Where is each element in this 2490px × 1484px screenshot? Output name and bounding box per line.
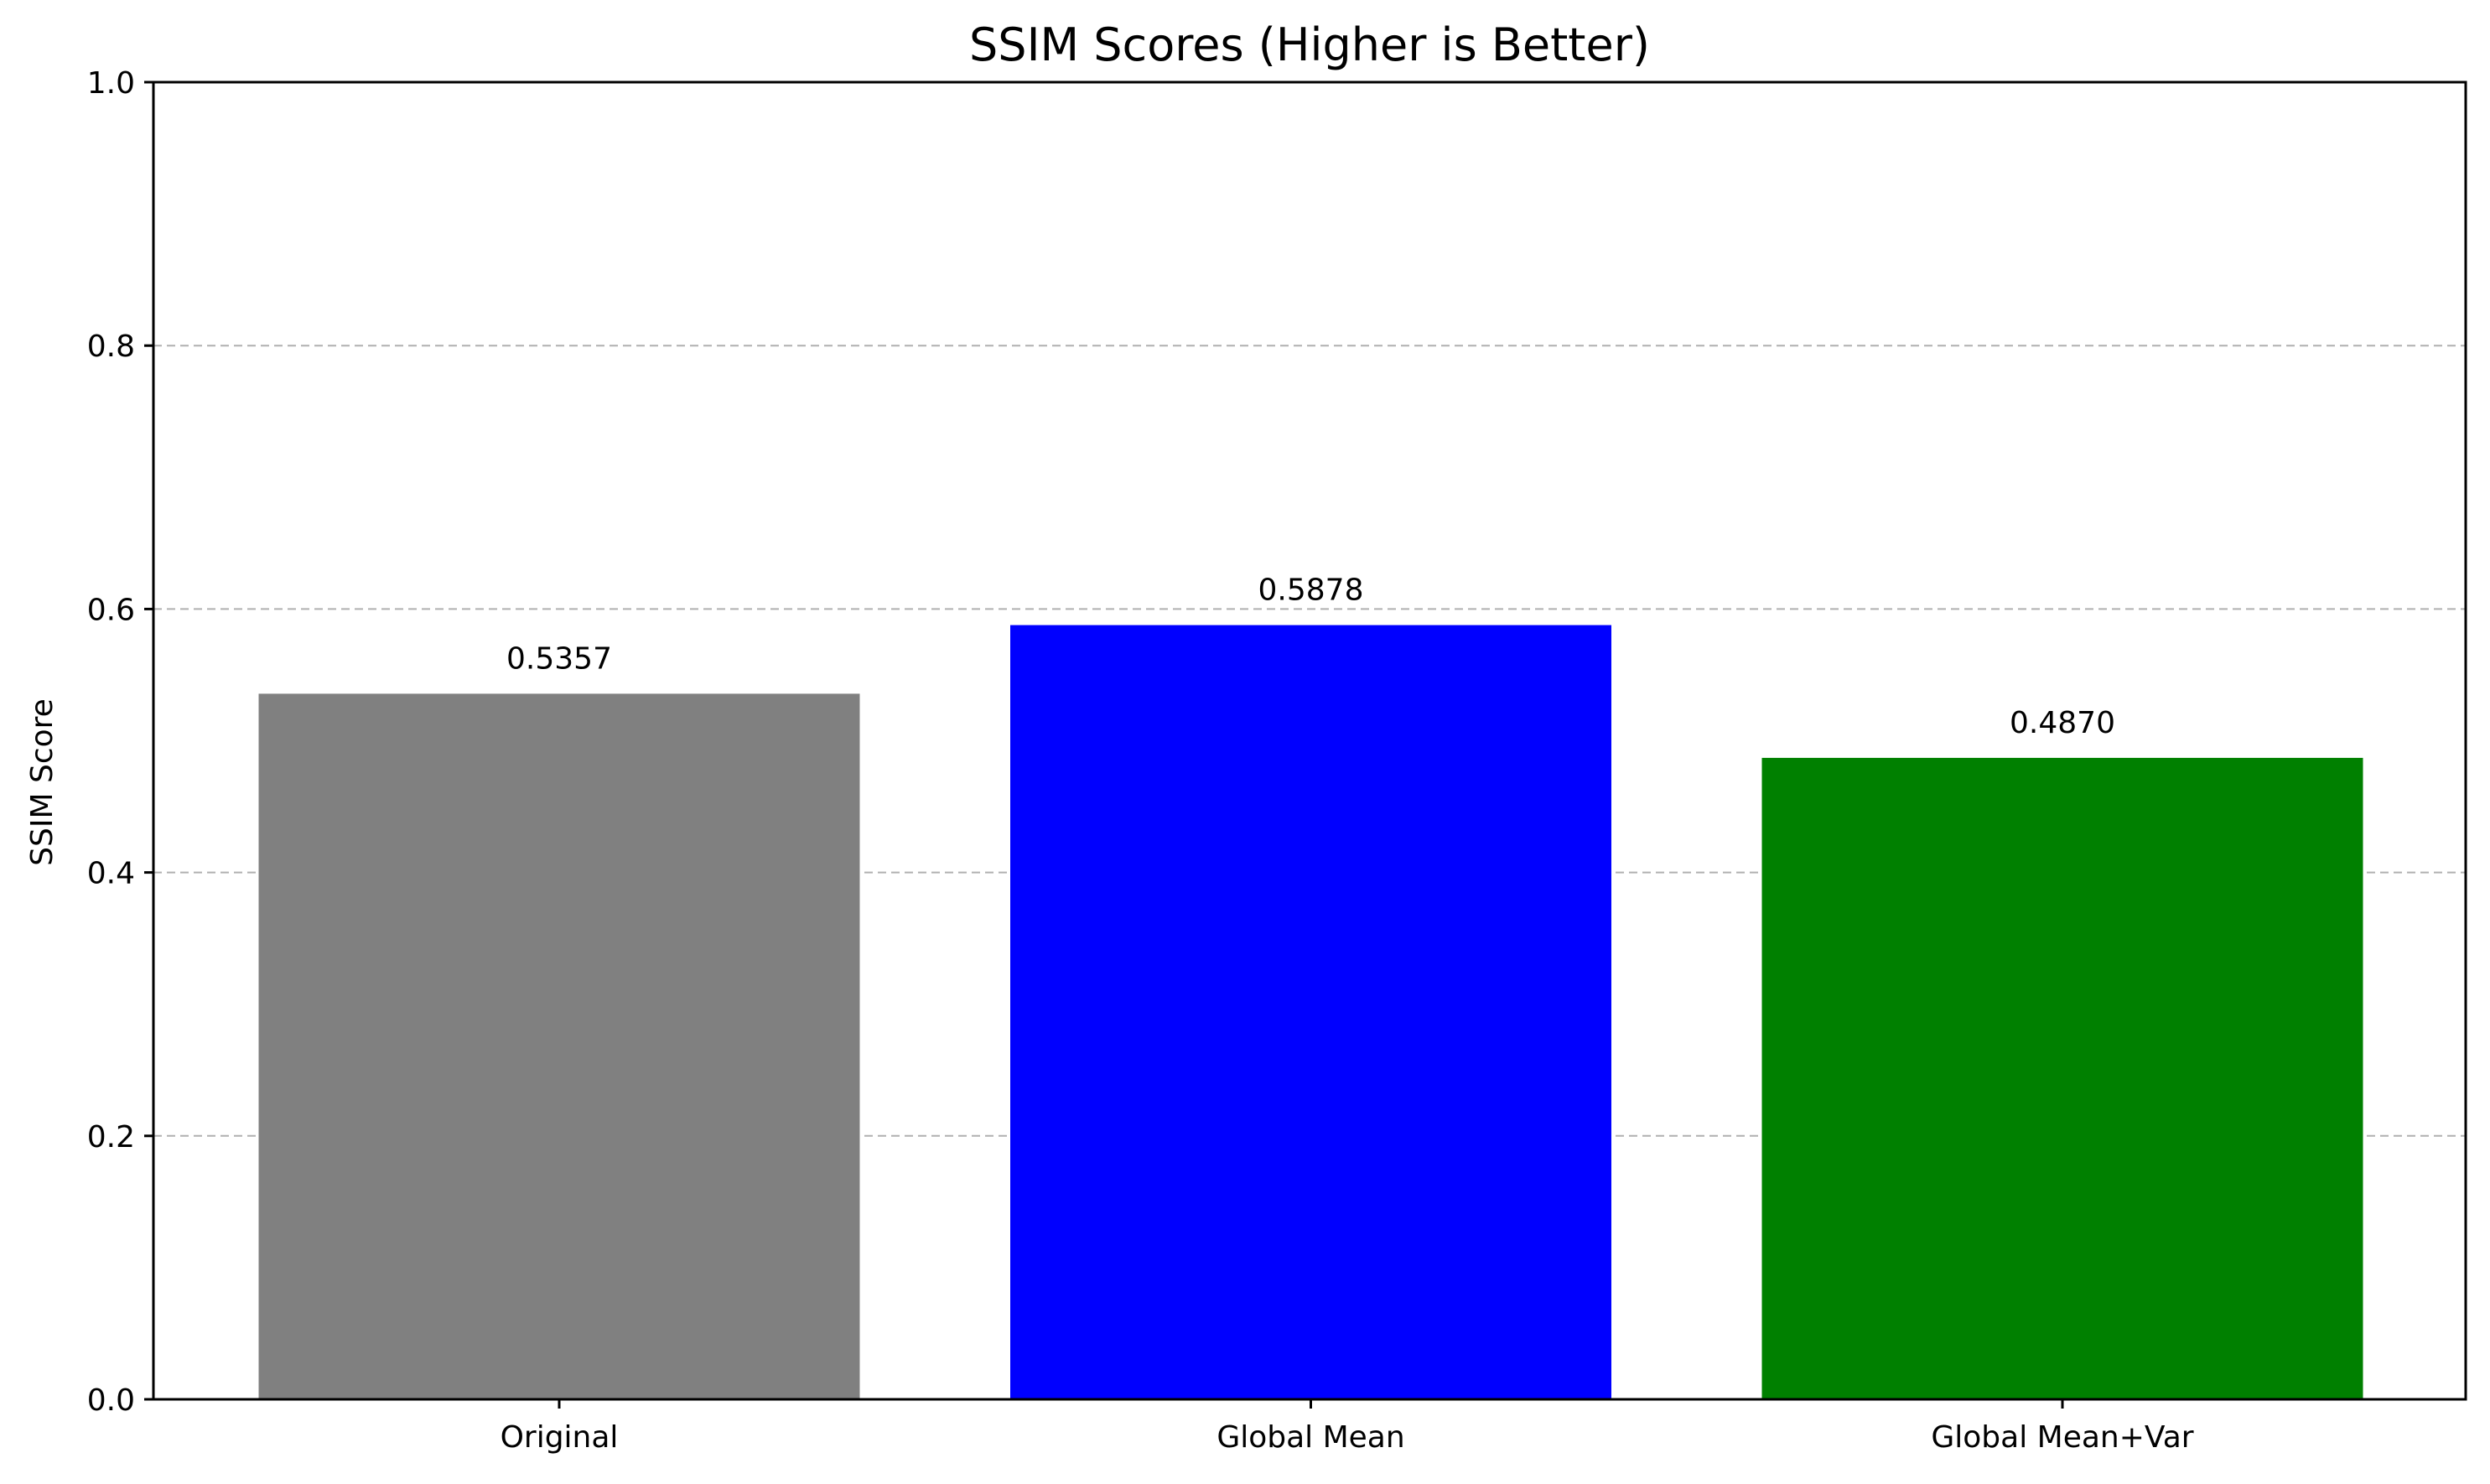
axes: Original Global Mean Global Mean+Var 0.0 0.2… bbox=[87, 66, 2467, 1455]
y-tick-label: 1.0 bbox=[87, 66, 135, 101]
bar bbox=[1010, 625, 1611, 1399]
y-tick-label: 0.0 bbox=[87, 1383, 135, 1418]
bar-value-labels: 0.5357 0.5878 0.4870 bbox=[506, 573, 2115, 740]
y-tick-label: 0.8 bbox=[87, 329, 135, 364]
bar-value-label: 0.4870 bbox=[2010, 706, 2115, 740]
bar-value-label: 0.5357 bbox=[506, 641, 612, 676]
y-tick-label: 0.4 bbox=[87, 857, 135, 891]
bar-value-label: 0.5878 bbox=[1258, 573, 1364, 608]
plot-frame bbox=[152, 80, 2467, 1401]
y-tick-label: 0.6 bbox=[87, 593, 135, 627]
chart-title: SSIM Scores (Higher is Better) bbox=[969, 18, 1650, 71]
bar bbox=[258, 693, 860, 1399]
x-tick-label: Global Mean+Var bbox=[1931, 1420, 2193, 1455]
y-axis-label: SSIM Score bbox=[25, 698, 60, 866]
bar bbox=[1761, 757, 2363, 1399]
y-tick-label: 0.2 bbox=[87, 1120, 135, 1155]
x-tick-label: Original bbox=[501, 1420, 619, 1455]
bars bbox=[258, 625, 2363, 1399]
x-tick-label: Global Mean bbox=[1216, 1420, 1404, 1455]
